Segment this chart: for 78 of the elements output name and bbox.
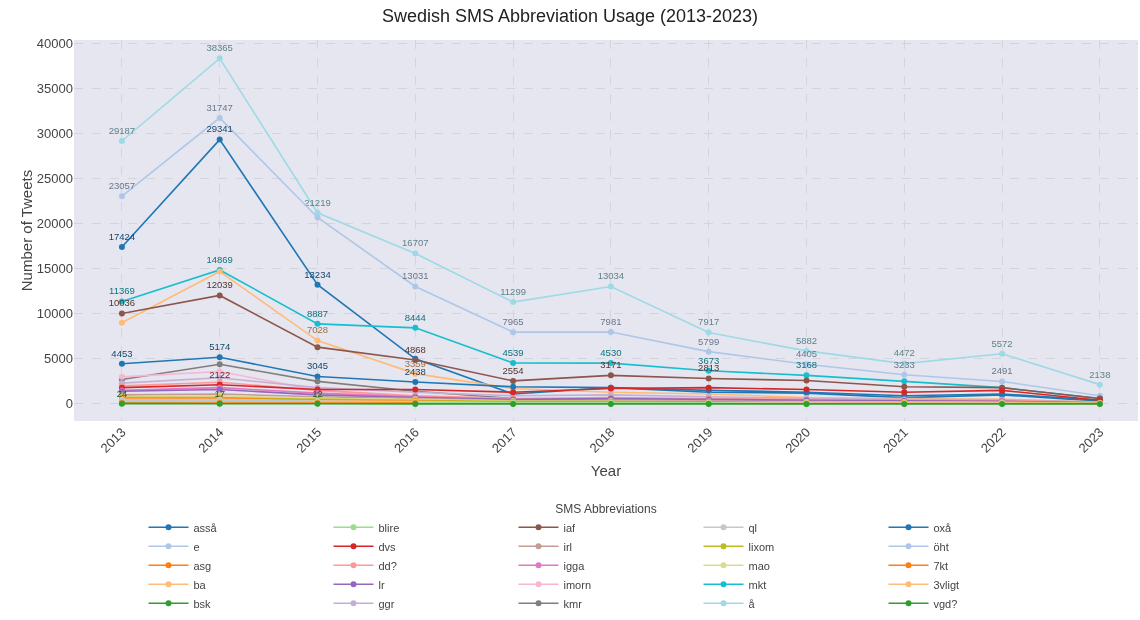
data-label: 8887: [306, 307, 329, 319]
y-tick-label: 5000: [44, 351, 73, 367]
data-label: 4539: [502, 346, 524, 358]
legend-label: öht: [933, 540, 949, 553]
legend-label: dd?: [378, 559, 397, 572]
legend-label: lr: [378, 578, 385, 591]
data-label: 3233: [893, 358, 915, 370]
legend-label: ggr: [378, 597, 395, 610]
data-label: 13031: [402, 270, 429, 282]
data-label: 24: [116, 387, 128, 399]
legend-label: ql: [748, 521, 758, 534]
data-label: 5882: [795, 334, 818, 346]
data-label: 29341: [206, 123, 233, 135]
data-label: 11369: [109, 285, 135, 297]
legend-label: e: [193, 540, 200, 553]
data-label: 4868: [404, 343, 426, 355]
data-label: 5572: [991, 337, 1013, 349]
data-label: 16707: [402, 237, 429, 249]
legend-label: mkt: [748, 578, 767, 591]
data-label: 4530: [600, 346, 622, 358]
data-label: 4472: [893, 347, 915, 359]
legend-title: SMS Abbreviations: [555, 501, 657, 516]
legend-label: asså: [193, 521, 218, 534]
legend-label: igga: [563, 559, 586, 572]
legend-label: imorn: [563, 578, 592, 591]
data-label: 7917: [698, 316, 720, 328]
legend-label: asg: [193, 559, 212, 572]
data-label: 31747: [206, 101, 233, 113]
data-label: 29187: [108, 124, 136, 136]
data-label: 12: [312, 387, 323, 399]
data-label: 12039: [206, 279, 233, 291]
y-tick-label: 0: [65, 396, 73, 412]
chart-title: Swedish SMS Abbreviation Usage (2013-2023): [381, 5, 759, 26]
legend-label: kmr: [563, 597, 583, 610]
data-label: 7028: [306, 324, 329, 336]
data-label: 7981: [600, 315, 622, 327]
legend-label: bsk: [193, 597, 212, 610]
x-axis-title: Year: [590, 462, 622, 479]
data-label: 17: [214, 387, 225, 399]
data-label: 3045: [306, 360, 329, 372]
y-tick-label: 15000: [36, 261, 73, 277]
data-label: 5174: [209, 341, 231, 353]
legend-label: oxå: [933, 521, 953, 534]
data-label: 4453: [111, 347, 133, 359]
data-label: 13034: [597, 270, 625, 282]
y-tick-label: 30000: [36, 126, 73, 142]
data-label: 2138: [1089, 368, 1111, 380]
legend-label: mao: [748, 559, 770, 572]
data-label: 2554: [502, 364, 524, 376]
legend-label: 7kt: [933, 559, 949, 572]
legend-label: ba: [193, 578, 207, 591]
data-label: 38365: [206, 42, 233, 54]
data-label: 8444: [404, 311, 426, 323]
data-label: 7965: [502, 316, 524, 328]
legend-label: dvs: [378, 540, 397, 553]
y-tick-label: 40000: [36, 36, 73, 52]
data-label: 23057: [108, 180, 136, 192]
data-label: 3168: [795, 359, 818, 371]
data-label: 4405: [795, 348, 818, 360]
legend-label: å: [748, 597, 756, 610]
y-axis-title: Number of Tweets: [17, 169, 35, 292]
legend-label: lixom: [748, 540, 775, 553]
data-label: 14869: [206, 253, 233, 265]
data-label: 21219: [304, 196, 331, 208]
data-label: 2122: [209, 368, 231, 380]
data-label: 10036: [108, 297, 136, 309]
data-label: 2491: [991, 365, 1013, 377]
legend-label: vgd?: [933, 597, 958, 610]
legend-label: irl: [563, 540, 573, 553]
y-tick-label: 35000: [36, 81, 73, 97]
y-tick-label: 10000: [36, 306, 73, 322]
legend-label: blire: [378, 521, 400, 534]
data-label: 5799: [698, 335, 720, 347]
legend-label: iaf: [563, 521, 577, 534]
y-tick-label: 20000: [36, 216, 73, 232]
y-tick-label: 25000: [36, 171, 73, 187]
legend-label: 3vligt: [933, 578, 960, 591]
data-label: 11299: [500, 285, 526, 297]
